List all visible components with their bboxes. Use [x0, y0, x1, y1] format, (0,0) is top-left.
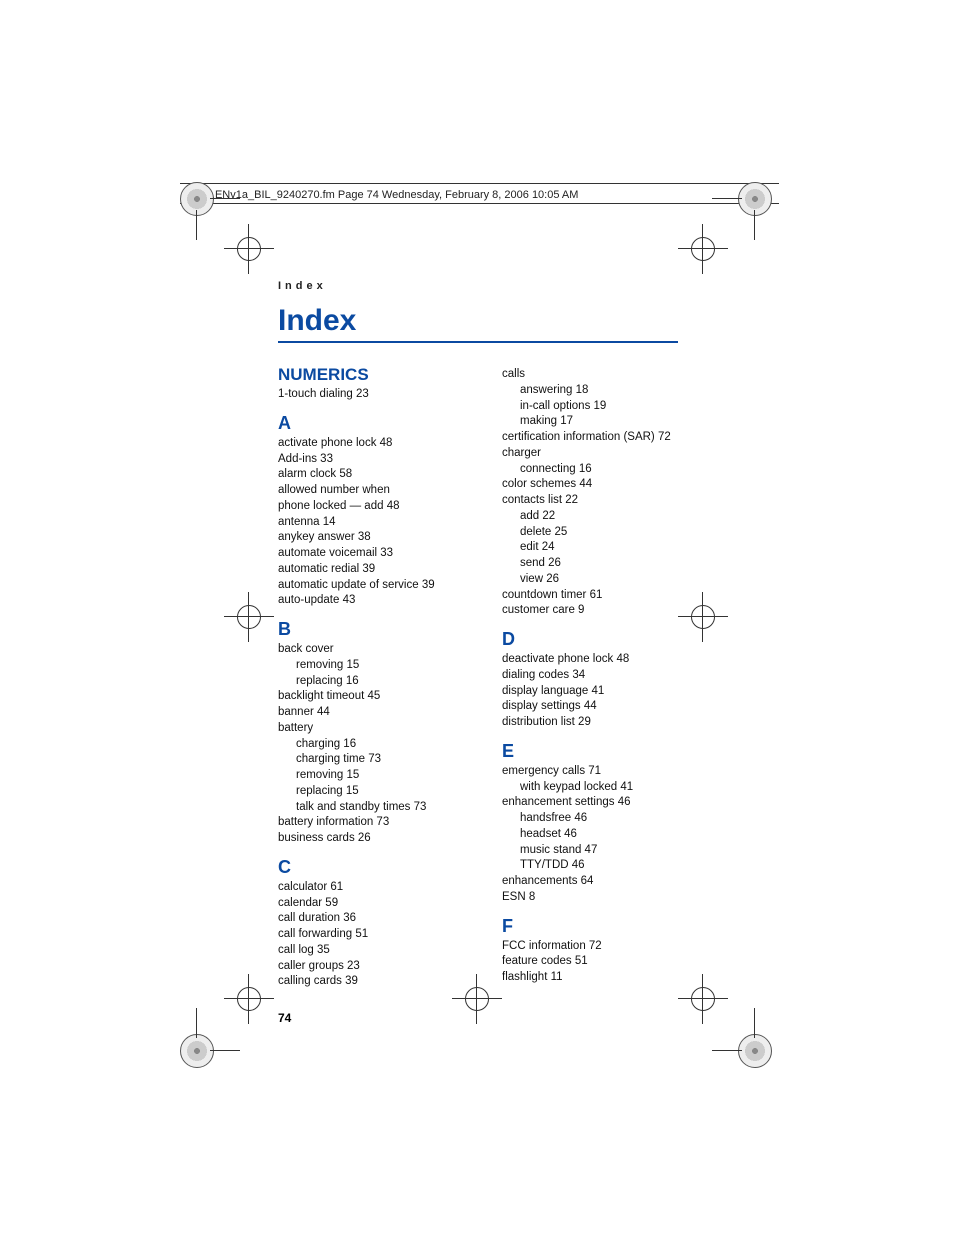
entry: calculator 61 — [278, 880, 474, 896]
regmark-icon — [460, 982, 520, 1042]
crop-line — [754, 210, 755, 240]
heading-d: D — [502, 629, 698, 650]
crop-line — [754, 1008, 755, 1038]
heading-c: C — [278, 857, 474, 878]
heading-f: F — [502, 916, 698, 937]
col-right: calls answering 18 in-call options 19 ma… — [502, 365, 698, 990]
entry: ESN 8 — [502, 890, 698, 906]
entry: battery — [278, 721, 474, 737]
regmark-icon — [686, 232, 746, 292]
heading-e: E — [502, 741, 698, 762]
regmark-icon — [180, 1034, 240, 1094]
entry: calls — [502, 367, 698, 383]
entry: backlight timeout 45 — [278, 689, 474, 705]
entry: contacts list 22 — [502, 493, 698, 509]
entry: calling cards 39 — [278, 974, 474, 990]
regmark-icon — [738, 1034, 798, 1094]
entry: replacing 16 — [278, 674, 474, 690]
entry: dialing codes 34 — [502, 668, 698, 684]
entry: display language 41 — [502, 684, 698, 700]
entry: automate voicemail 33 — [278, 546, 474, 562]
entry: antenna 14 — [278, 515, 474, 531]
entry: flashlight 11 — [502, 970, 698, 986]
entry: charger — [502, 446, 698, 462]
entry: connecting 16 — [502, 462, 698, 478]
entry: charging time 73 — [278, 752, 474, 768]
entry: customer care 9 — [502, 603, 698, 619]
entry: removing 15 — [278, 658, 474, 674]
entry: TTY/TDD 46 — [502, 858, 698, 874]
heading-a: A — [278, 413, 474, 434]
entry: banner 44 — [278, 705, 474, 721]
entry: call log 35 — [278, 943, 474, 959]
entry: enhancements 64 — [502, 874, 698, 890]
entry: charging 16 — [278, 737, 474, 753]
entry: view 26 — [502, 572, 698, 588]
title-rule — [278, 341, 678, 343]
entry: 1-touch dialing 23 — [278, 387, 474, 403]
crop-line — [210, 198, 240, 199]
entry: certification information (SAR) 72 — [502, 430, 698, 446]
entry: back cover — [278, 642, 474, 658]
page-title: Index — [278, 304, 356, 338]
entry: deactivate phone lock 48 — [502, 652, 698, 668]
entry: caller groups 23 — [278, 959, 474, 975]
entry: add 22 — [502, 509, 698, 525]
entry: emergency calls 71 — [502, 764, 698, 780]
entry: answering 18 — [502, 383, 698, 399]
index-columns: NUMERICS 1-touch dialing 23 A activate p… — [278, 365, 698, 990]
crop-line — [712, 198, 742, 199]
entry: edit 24 — [502, 540, 698, 556]
entry: calendar 59 — [278, 896, 474, 912]
entry: automatic redial 39 — [278, 562, 474, 578]
running-head: Index — [278, 280, 327, 292]
entry: removing 15 — [278, 768, 474, 784]
entry: phone locked — add 48 — [278, 499, 474, 515]
entry: talk and standby times 73 — [278, 800, 474, 816]
heading-b: B — [278, 619, 474, 640]
entry: send 26 — [502, 556, 698, 572]
entry: activate phone lock 48 — [278, 436, 474, 452]
col-left: NUMERICS 1-touch dialing 23 A activate p… — [278, 365, 474, 990]
entry: alarm clock 58 — [278, 467, 474, 483]
entry: battery information 73 — [278, 815, 474, 831]
entry: music stand 47 — [502, 843, 698, 859]
header-note: 2128i.ENv1a_BIL_9240270.fm Page 74 Wedne… — [185, 189, 578, 201]
entry: Add-ins 33 — [278, 452, 474, 468]
regmark-icon — [738, 182, 798, 242]
header-rule-top — [180, 183, 779, 184]
entry: anykey answer 38 — [278, 530, 474, 546]
entry: call duration 36 — [278, 911, 474, 927]
entry: FCC information 72 — [502, 939, 698, 955]
page: 2128i.ENv1a_BIL_9240270.fm Page 74 Wedne… — [0, 0, 954, 1235]
entry: making 17 — [502, 414, 698, 430]
crop-line — [196, 1008, 197, 1038]
crop-line — [210, 1050, 240, 1051]
entry: automatic update of service 39 — [278, 578, 474, 594]
heading-numerics: NUMERICS — [278, 365, 474, 385]
entry: display settings 44 — [502, 699, 698, 715]
entry: countdown timer 61 — [502, 588, 698, 604]
entry: auto-update 43 — [278, 593, 474, 609]
crop-line — [196, 210, 197, 240]
page-number: 74 — [278, 1011, 291, 1025]
entry: delete 25 — [502, 525, 698, 541]
regmark-icon — [686, 982, 746, 1042]
entry: headset 46 — [502, 827, 698, 843]
entry: with keypad locked 41 — [502, 780, 698, 796]
entry: in-call options 19 — [502, 399, 698, 415]
entry: replacing 15 — [278, 784, 474, 800]
entry: call forwarding 51 — [278, 927, 474, 943]
entry: allowed number when — [278, 483, 474, 499]
header-rule-bottom — [180, 203, 779, 204]
entry: distribution list 29 — [502, 715, 698, 731]
entry: feature codes 51 — [502, 954, 698, 970]
entry: handsfree 46 — [502, 811, 698, 827]
crop-line — [712, 1050, 742, 1051]
entry: color schemes 44 — [502, 477, 698, 493]
entry: enhancement settings 46 — [502, 795, 698, 811]
entry: business cards 26 — [278, 831, 474, 847]
